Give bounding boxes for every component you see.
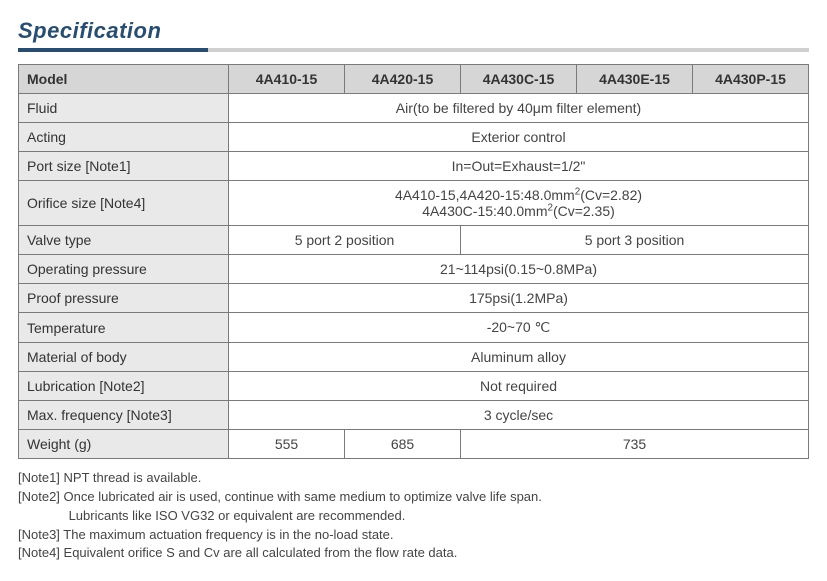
row-label: Temperature [19,313,229,343]
row-value: In=Out=Exhaust=1/2" [229,152,809,181]
note-line: [Note4] Equivalent orifice S and Cv are … [18,544,809,563]
spec-thead: Model4A410-154A420-154A430C-154A430E-154… [19,65,809,94]
note-line: Lubricants like ISO VG32 or equivalent a… [18,507,809,526]
header-model: 4A410-15 [229,65,345,94]
title-underline [18,48,809,52]
spec-tbody: FluidAir(to be filtered by 40μm filter e… [19,94,809,459]
row-value: Aluminum alloy [229,343,809,372]
row-label: Weight (g) [19,430,229,459]
row-value: 735 [461,430,809,459]
table-row: Operating pressure21~114psi(0.15~0.8MPa) [19,255,809,284]
table-row: Proof pressure175psi(1.2MPa) [19,284,809,313]
table-row: Material of bodyAluminum alloy [19,343,809,372]
row-label: Orifice size [Note4] [19,181,229,226]
table-row: Temperature-20~70 ℃ [19,313,809,343]
table-row: Lubrication [Note2]Not required [19,372,809,401]
row-value: -20~70 ℃ [229,313,809,343]
row-value: Not required [229,372,809,401]
note-line: [Note3] The maximum actuation frequency … [18,526,809,545]
row-value: 3 cycle/sec [229,401,809,430]
row-label: Fluid [19,94,229,123]
table-row: Valve type5 port 2 position5 port 3 posi… [19,226,809,255]
row-label: Proof pressure [19,284,229,313]
table-row: Max. frequency [Note3]3 cycle/sec [19,401,809,430]
row-value: 4A410-15,4A420-15:48.0mm2(Cv=2.82)4A430C… [229,181,809,226]
note-line: [Note1] NPT thread is available. [18,469,809,488]
row-value: Exterior control [229,123,809,152]
row-value: 5 port 3 position [461,226,809,255]
row-label: Valve type [19,226,229,255]
row-value: 175psi(1.2MPa) [229,284,809,313]
row-label: Port size [Note1] [19,152,229,181]
header-model: 4A430C-15 [461,65,577,94]
row-value: 555 [229,430,345,459]
table-row: Port size [Note1]In=Out=Exhaust=1/2" [19,152,809,181]
header-model: 4A420-15 [345,65,461,94]
row-value: 21~114psi(0.15~0.8MPa) [229,255,809,284]
header-model: 4A430E-15 [577,65,693,94]
row-label: Material of body [19,343,229,372]
header-row: Model4A410-154A420-154A430C-154A430E-154… [19,65,809,94]
row-value: Air(to be filtered by 40μm filter elemen… [229,94,809,123]
note-line: [Note2] Once lubricated air is used, con… [18,488,809,507]
row-label: Operating pressure [19,255,229,284]
table-row: ActingExterior control [19,123,809,152]
header-model: 4A430P-15 [693,65,809,94]
header-label: Model [19,65,229,94]
table-row: Weight (g)555685735 [19,430,809,459]
row-label: Acting [19,123,229,152]
table-row: Orifice size [Note4]4A410-15,4A420-15:48… [19,181,809,226]
row-label: Max. frequency [Note3] [19,401,229,430]
row-label: Lubrication [Note2] [19,372,229,401]
spec-table: Model4A410-154A420-154A430C-154A430E-154… [18,64,809,459]
table-row: FluidAir(to be filtered by 40μm filter e… [19,94,809,123]
notes-block: [Note1] NPT thread is available.[Note2] … [18,469,809,563]
row-value: 685 [345,430,461,459]
spec-title: Specification [18,18,809,44]
row-value: 5 port 2 position [229,226,461,255]
